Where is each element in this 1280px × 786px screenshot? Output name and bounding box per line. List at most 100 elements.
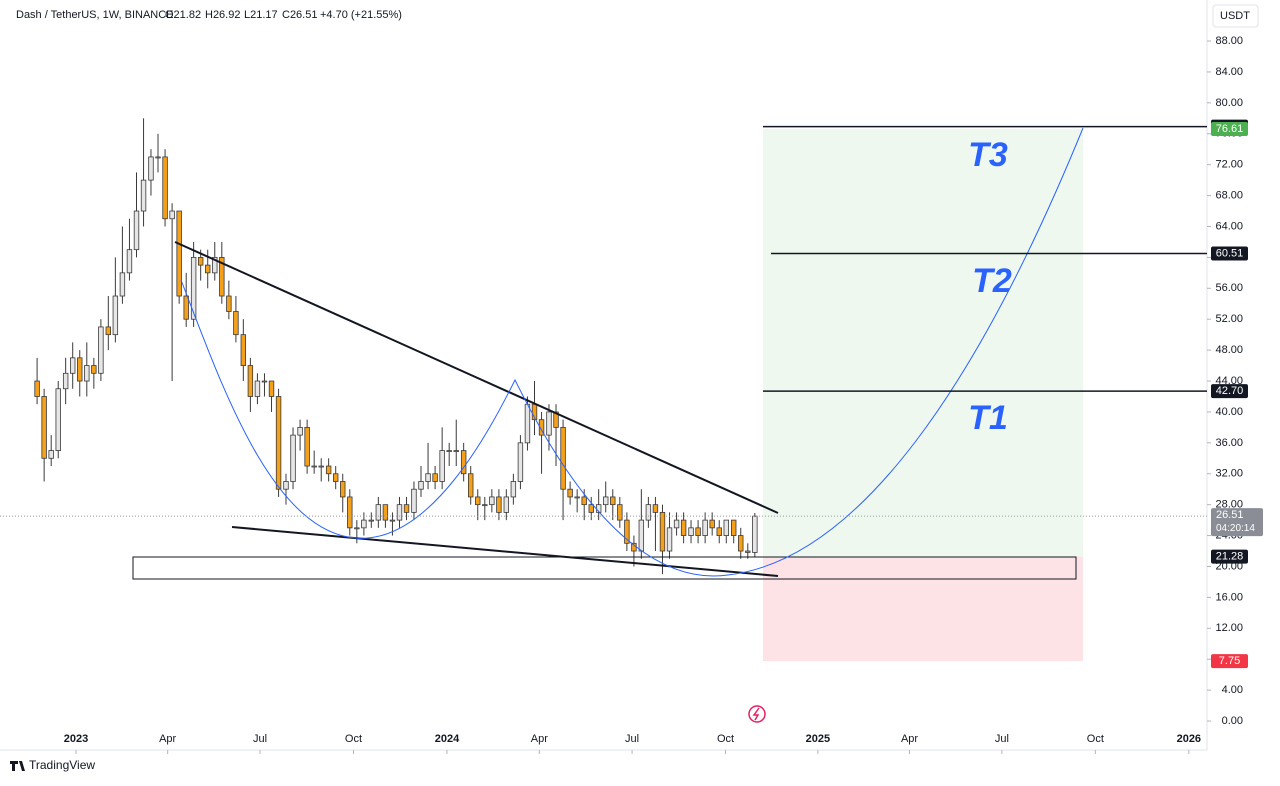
- candle-body: [77, 357, 83, 382]
- x-tick-label: Jul: [625, 733, 639, 745]
- candle-body: [432, 473, 438, 482]
- candle-body: [148, 156, 154, 181]
- target-label: T1: [968, 399, 1008, 437]
- target-label: T3: [968, 136, 1008, 174]
- stop-price-label-box: [1211, 654, 1248, 669]
- candle-body: [226, 295, 232, 312]
- y-tick-label: 68.00: [1215, 189, 1243, 201]
- candle-body: [34, 380, 40, 397]
- x-tick-label: Apr: [159, 733, 176, 745]
- candle-body: [70, 357, 76, 374]
- price-change: +4.70 (+21.55%): [320, 9, 402, 21]
- x-tick-label: Apr: [531, 733, 548, 745]
- candle-body: [567, 488, 573, 498]
- candle-body: [446, 450, 452, 452]
- candle-body: [41, 396, 47, 459]
- candle-body: [403, 504, 410, 513]
- ohlc-low: L21.17: [244, 9, 278, 21]
- candle-body: [304, 426, 310, 467]
- candle-body: [105, 326, 112, 336]
- candle-body: [425, 473, 431, 482]
- y-tick-label: 12.00: [1215, 622, 1243, 634]
- brand-logo[interactable]: [10, 761, 25, 771]
- candle-body: [340, 481, 346, 498]
- candle-body: [98, 326, 104, 374]
- x-tick-label: Jul: [253, 733, 267, 745]
- candle-body: [240, 334, 247, 366]
- entry-price-label-box: [1211, 549, 1248, 564]
- candle-body: [517, 442, 524, 482]
- last-price-label: 26.51: [1216, 509, 1244, 521]
- candle-body: [91, 365, 97, 374]
- entry-price-label: 21.28: [1216, 550, 1244, 562]
- x-tick-label: 2023: [64, 733, 88, 745]
- candle-body: [617, 504, 623, 521]
- candle-body: [510, 481, 517, 498]
- x-tick-label: 2024: [435, 733, 460, 745]
- brand[interactable]: TradingView: [29, 758, 95, 772]
- y-tick-label: 32.00: [1215, 468, 1243, 480]
- ohlc-open: O21.82: [165, 9, 201, 21]
- candle-body: [290, 434, 296, 482]
- candle-body: [162, 156, 168, 220]
- level-label-box: [1211, 384, 1248, 399]
- candle-body: [695, 527, 701, 536]
- candle-body: [389, 519, 396, 522]
- candle-body: [752, 515, 758, 553]
- target-price-label: 76.61: [1216, 123, 1244, 135]
- x-tick-label: Jul: [995, 733, 1009, 745]
- candle-body: [55, 388, 61, 451]
- upper-trendline: [174, 241, 779, 514]
- candle-body: [212, 256, 218, 274]
- candle-body: [716, 527, 722, 536]
- projection-curve: [180, 127, 1084, 577]
- candle-body: [275, 396, 282, 490]
- y-tick-label: 84.00: [1215, 66, 1243, 78]
- candle-body: [183, 295, 189, 320]
- candle-body: [205, 264, 211, 274]
- candle-body: [176, 210, 182, 297]
- level-label: 60.51: [1216, 247, 1244, 259]
- y-tick-label: 36.00: [1215, 437, 1243, 449]
- x-tick-label: Oct: [1087, 733, 1104, 745]
- countdown: 04:20:14: [1216, 523, 1255, 534]
- candle-body: [688, 527, 694, 536]
- candle-body: [588, 504, 594, 513]
- y-tick-label: 48.00: [1215, 344, 1243, 356]
- candle-body: [283, 481, 289, 490]
- lower-trendline: [231, 526, 779, 577]
- candle-body: [84, 365, 90, 382]
- x-tick-label: Oct: [717, 733, 734, 745]
- candle-body: [219, 256, 225, 297]
- candle-body: [112, 295, 119, 336]
- candle-body: [738, 535, 744, 552]
- candle-body: [453, 450, 459, 452]
- y-tick-label: 16.00: [1215, 591, 1243, 603]
- x-tick-label: 2025: [806, 733, 830, 745]
- support-zone: [132, 556, 1077, 580]
- candle-body: [254, 380, 261, 397]
- candle-body: [169, 210, 175, 220]
- candle-body: [396, 504, 403, 521]
- candle-body: [468, 473, 474, 498]
- x-tick-label: Oct: [345, 733, 362, 745]
- candle-body: [325, 465, 332, 475]
- candle-body: [126, 249, 133, 274]
- events-icon[interactable]: [748, 705, 766, 723]
- candle-body: [297, 426, 303, 436]
- candle-body: [190, 256, 197, 320]
- profit-zone: [763, 129, 1083, 557]
- candle-body: [482, 504, 488, 507]
- candle-body: [347, 496, 353, 529]
- candle-body: [155, 156, 161, 159]
- candle-body: [261, 380, 268, 383]
- candle-body: [560, 426, 566, 490]
- currency-button[interactable]: [1212, 4, 1259, 28]
- y-tick-label: 28.00: [1215, 499, 1243, 511]
- currency[interactable]: USDT: [1220, 10, 1250, 22]
- candle-body: [119, 272, 126, 297]
- candle-body: [496, 496, 502, 513]
- y-tick-label: 40.00: [1215, 406, 1243, 418]
- candle-body: [375, 504, 382, 521]
